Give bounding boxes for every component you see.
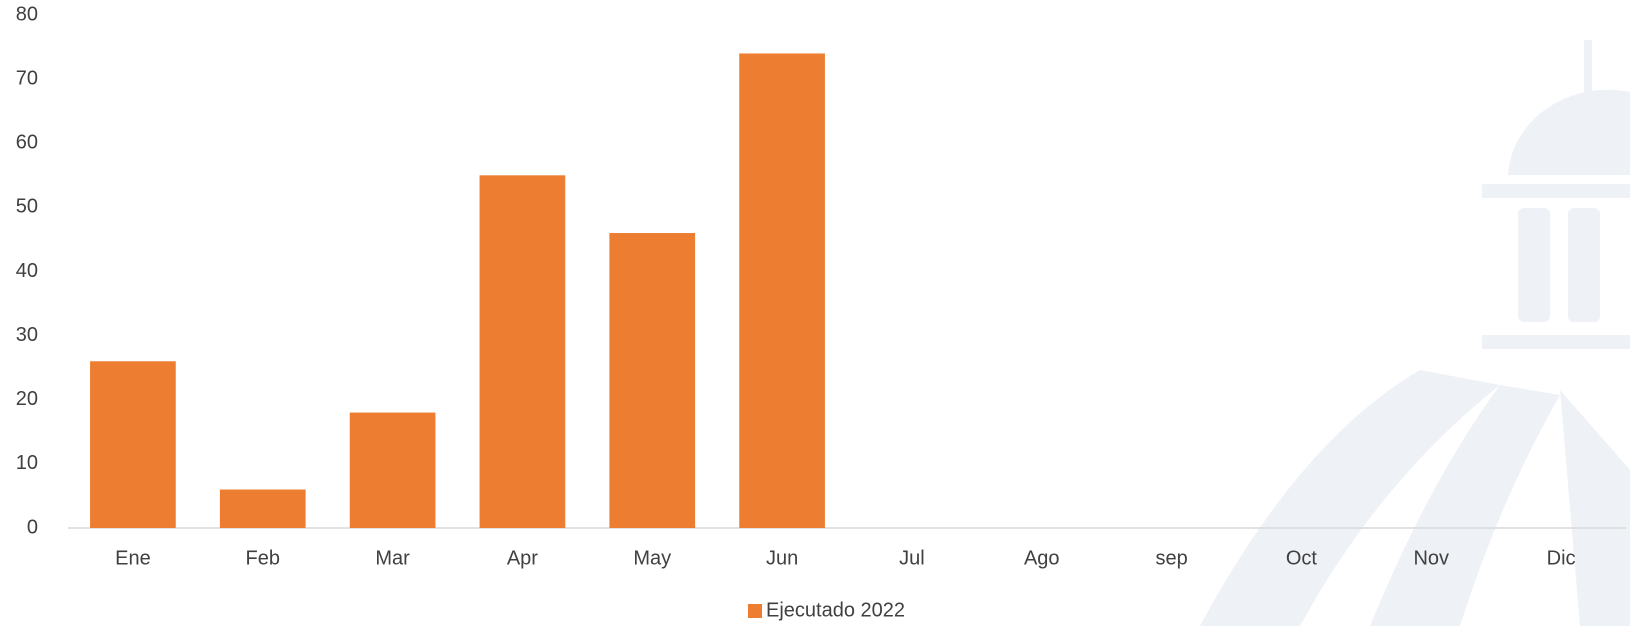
y-tick-label: 10	[16, 452, 38, 474]
watermark-base	[1482, 335, 1630, 349]
watermark-pillar	[1518, 208, 1550, 322]
y-tick-label: 20	[16, 388, 38, 410]
x-tick-label: Dic	[1547, 547, 1576, 569]
x-tick-label: sep	[1155, 547, 1187, 569]
x-tick-label: Mar	[375, 547, 410, 569]
legend-label: Ejecutado 2022	[766, 599, 905, 621]
watermark-dome	[1508, 89, 1630, 175]
x-tick-label: Nov	[1413, 547, 1449, 569]
watermark-pillar	[1568, 208, 1600, 322]
bar	[609, 233, 696, 528]
y-tick-label: 40	[16, 260, 38, 282]
y-tick-label: 80	[16, 3, 38, 25]
watermark-arc	[1200, 370, 1500, 626]
x-tick-label: Apr	[507, 547, 538, 569]
bar	[90, 361, 176, 528]
bar	[349, 412, 436, 528]
y-tick-label: 0	[27, 516, 38, 538]
bar	[219, 489, 306, 528]
x-tick-label: Jun	[766, 547, 798, 569]
y-tick-label: 60	[16, 132, 38, 154]
x-tick-label: Feb	[246, 547, 280, 569]
x-tick-label: Ago	[1024, 547, 1060, 569]
watermark-cornice	[1482, 184, 1630, 198]
x-tick-label: Jul	[899, 547, 925, 569]
watermark-arc	[1370, 385, 1560, 626]
y-tick-label: 30	[16, 324, 38, 346]
bar	[479, 175, 566, 528]
x-tick-label: Ene	[115, 547, 151, 569]
x-tick-label: May	[633, 547, 671, 569]
y-tick-label: 70	[16, 67, 38, 89]
legend-swatch	[748, 604, 762, 618]
watermark-cross	[1584, 40, 1592, 100]
y-tick-label: 50	[16, 196, 38, 218]
watermark	[1200, 40, 1630, 626]
x-tick-label: Oct	[1286, 547, 1318, 569]
bar	[739, 53, 825, 528]
watermark-arc	[1560, 390, 1630, 626]
